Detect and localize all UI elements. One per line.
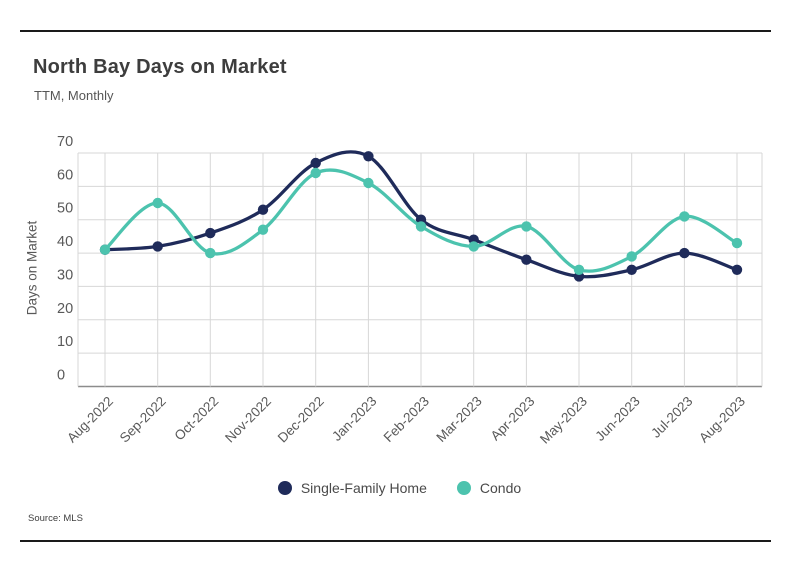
y-tick-label: 40 <box>57 234 73 250</box>
data-point-condo <box>626 251 637 262</box>
data-point-single-family-home <box>205 227 216 239</box>
y-tick-label: 30 <box>57 267 73 283</box>
data-point-condo <box>468 241 479 252</box>
legend-label-single-family-home: Single-Family Home <box>300 480 427 496</box>
x-tick-label: Apr-2023 <box>488 394 538 444</box>
chart-legend: Single-Family Home Condo <box>0 480 799 496</box>
data-point-condo <box>521 221 532 232</box>
data-point-condo <box>363 177 374 189</box>
y-tick-label: 20 <box>57 301 73 317</box>
data-point-condo <box>679 211 690 222</box>
data-point-single-family-home <box>152 241 163 252</box>
x-tick-label: Mar-2023 <box>433 394 484 445</box>
x-tick-label: Aug-2023 <box>696 394 748 446</box>
x-tick-label: May-2023 <box>537 394 590 447</box>
data-point-single-family-home <box>731 264 743 275</box>
y-tick-label: 50 <box>57 201 73 217</box>
top-divider <box>20 30 771 32</box>
x-tick-label: Nov-2022 <box>222 394 274 446</box>
x-tick-label: Jan-2023 <box>329 394 379 444</box>
x-tick-label: Aug-2022 <box>64 394 116 446</box>
legend-item-single-family-home: Single-Family Home <box>277 480 427 496</box>
data-point-condo <box>205 247 216 259</box>
data-point-single-family-home <box>310 157 321 169</box>
y-tick-label: 60 <box>57 167 73 183</box>
data-point-single-family-home <box>257 204 269 215</box>
y-tick-label: 70 <box>57 134 73 150</box>
data-point-condo <box>731 237 743 249</box>
data-point-condo <box>99 244 111 255</box>
data-point-condo <box>310 167 321 179</box>
data-point-single-family-home <box>521 254 532 265</box>
legend-label-condo: Condo <box>479 480 522 496</box>
data-point-single-family-home <box>363 151 374 162</box>
x-tick-label: Dec-2022 <box>275 394 327 446</box>
x-tick-label: Oct-2022 <box>172 394 222 444</box>
chart-title: North Bay Days on Market <box>33 56 287 78</box>
source-note: Source: MLS <box>28 513 83 524</box>
y-tick-label: 0 <box>57 368 65 384</box>
legend-item-condo: Condo <box>456 480 522 496</box>
x-tick-label: Feb-2023 <box>381 394 432 445</box>
single-family-home-swatch-icon <box>277 481 292 495</box>
condo-swatch-icon <box>456 481 471 495</box>
y-tick-label: 10 <box>57 334 73 350</box>
bottom-divider <box>20 540 771 542</box>
data-point-single-family-home <box>626 264 637 275</box>
data-point-condo <box>152 197 163 209</box>
data-point-condo <box>257 224 269 235</box>
x-tick-label: Jun-2023 <box>592 394 642 444</box>
x-tick-label: Sep-2022 <box>117 394 169 446</box>
x-tick-label: Jul-2023 <box>648 394 695 441</box>
data-point-condo <box>415 221 427 232</box>
data-point-condo <box>573 264 585 275</box>
data-point-single-family-home <box>679 247 690 259</box>
chart-subtitle: TTM, Monthly <box>34 88 114 103</box>
